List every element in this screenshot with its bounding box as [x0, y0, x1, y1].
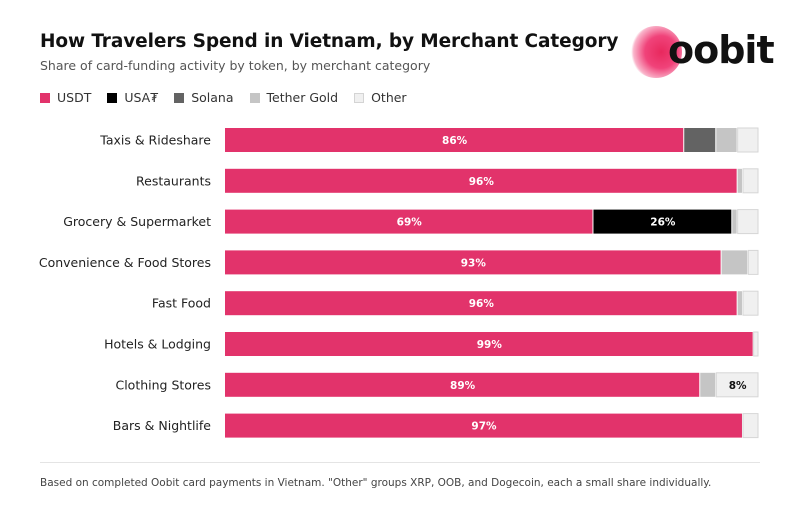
- data-label-usa-grocery-and-supermarket: 26%: [650, 217, 676, 229]
- category-label-convenience-and-food-stores: Convenience & Food Stores: [39, 255, 211, 270]
- bar-segment-tether-gold-clothing-stores: [700, 372, 716, 397]
- legend-swatch: [40, 92, 50, 103]
- data-label-usdt-fast-food: 96%: [469, 298, 495, 310]
- bar-segment-other-grocery-and-supermarket: [737, 209, 759, 235]
- footnote: Based on completed Oobit card payments i…: [40, 477, 712, 489]
- legend-item-solana: Solana: [174, 90, 234, 105]
- bar-segment-usdt-clothing-stores: [225, 372, 700, 397]
- bar-segment-usdt-restaurants: [225, 168, 737, 193]
- legend-label: USDT: [57, 90, 92, 105]
- bar-segment-usa-grocery-and-supermarket: [593, 209, 732, 234]
- bar-segment-other-restaurants: [742, 168, 759, 194]
- bar-segment-tether-gold-fast-food: [737, 291, 742, 316]
- bar-segment-usdt-grocery-and-supermarket: [225, 209, 593, 234]
- bar-segment-usdt-convenience-and-food-stores: [225, 250, 721, 275]
- legend-swatch: [249, 92, 260, 103]
- chart-subtitle: Share of card-funding activity by token,…: [40, 58, 431, 73]
- data-label-usdt-taxis-and-rideshare: 86%: [442, 135, 468, 147]
- logo-mark: [630, 26, 682, 78]
- legend-label: Other: [371, 90, 407, 105]
- legend-item-usdt: USDT: [40, 90, 91, 105]
- legend: USDT USA₮ Solana Tether Gold Other: [40, 90, 423, 105]
- bar-segment-other-hotels-and-lodging: [753, 331, 759, 357]
- bar-segment-solana-taxis-and-rideshare: [684, 128, 716, 152]
- logo-wordmark: oobit: [668, 28, 775, 72]
- bar-segment-other-fast-food: [742, 290, 759, 316]
- bar-segment-tether-gold-convenience-and-food-stores: [721, 250, 748, 275]
- data-label-usdt-bars-and-nightlife: 97%: [471, 421, 497, 433]
- legend-item-usat: USA₮: [107, 90, 158, 105]
- legend-label: Tether Gold: [266, 90, 339, 105]
- legend-item-tether-gold: Tether Gold: [249, 90, 339, 105]
- data-label-other-clothing-stores: 8%: [729, 380, 747, 392]
- legend-label: USA₮: [124, 90, 159, 105]
- legend-swatch: [354, 92, 365, 103]
- data-label-usdt-convenience-and-food-stores: 93%: [461, 257, 487, 269]
- legend-label: Solana: [191, 90, 234, 105]
- category-label-restaurants: Restaurants: [136, 173, 211, 188]
- bar-segment-other-convenience-and-food-stores: [747, 249, 759, 275]
- category-label-bars-and-nightlife: Bars & Nightlife: [113, 418, 212, 433]
- data-label-usdt-restaurants: 96%: [469, 176, 495, 188]
- legend-swatch: [174, 92, 185, 103]
- category-label-taxis-and-rideshare: Taxis & Rideshare: [99, 133, 211, 148]
- bar-segment-other-taxis-and-rideshare: [737, 127, 759, 153]
- category-label-fast-food: Fast Food: [152, 296, 211, 311]
- category-label-grocery-and-supermarket: Grocery & Supermarket: [63, 214, 211, 229]
- category-label-hotels-and-lodging: Hotels & Lodging: [104, 337, 211, 352]
- bar-segment-other-bars-and-nightlife: [742, 413, 759, 439]
- data-label-usdt-hotels-and-lodging: 99%: [477, 339, 503, 351]
- footer-divider: [40, 462, 760, 463]
- chart-title: How Travelers Spend in Vietnam, by Merch…: [40, 31, 619, 52]
- data-label-usdt-clothing-stores: 89%: [450, 380, 476, 392]
- category-label-clothing-stores: Clothing Stores: [115, 377, 211, 392]
- legend-swatch: [107, 92, 118, 103]
- bar-segment-tether-gold-taxis-and-rideshare: [716, 128, 737, 152]
- bar-segment-other-clothing-stores: [715, 372, 759, 398]
- bar-segment-tether-gold-restaurants: [737, 168, 742, 193]
- bar-segment-usdt-fast-food: [225, 291, 737, 316]
- bar-segment-usdt-bars-and-nightlife: [225, 413, 742, 438]
- bar-segment-tether-gold-grocery-and-supermarket: [732, 209, 737, 234]
- data-label-usdt-grocery-and-supermarket: 69%: [397, 217, 423, 229]
- bar-segment-usdt-hotels-and-lodging: [225, 332, 753, 356]
- bar-segment-usdt-taxis-and-rideshare: [225, 128, 684, 152]
- legend-item-other: Other: [354, 90, 407, 105]
- oobit-logo: oobit: [628, 26, 790, 78]
